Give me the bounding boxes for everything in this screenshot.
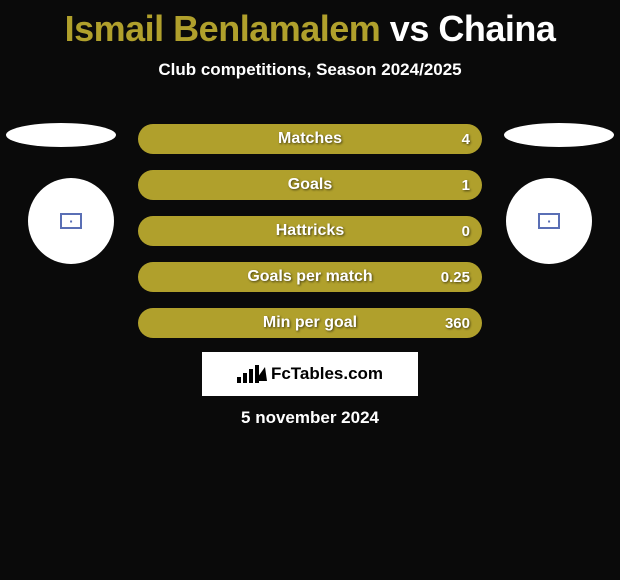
vs-text: vs bbox=[380, 8, 438, 49]
stat-value-right: 1 bbox=[462, 177, 470, 194]
stat-value-right: 4 bbox=[462, 131, 470, 148]
player1-avatar: ▪ bbox=[28, 178, 114, 264]
player1-name: Ismail Benlamalem bbox=[65, 8, 381, 49]
stat-row: Hattricks 0 bbox=[138, 216, 482, 246]
brand-badge: FcTables.com bbox=[202, 352, 418, 396]
player2-avatar: ▪ bbox=[506, 178, 592, 264]
player1-shadow bbox=[6, 123, 116, 147]
stats-container: Matches 4 Goals 1 Hattricks 0 Goals per … bbox=[138, 124, 482, 354]
comparison-title: Ismail Benlamalem vs Chaina bbox=[0, 0, 620, 50]
player2-name: Chaina bbox=[438, 8, 555, 49]
stat-row: Min per goal 360 bbox=[138, 308, 482, 338]
stat-label: Goals per match bbox=[247, 268, 372, 286]
stat-label: Min per goal bbox=[263, 314, 357, 332]
stat-label: Hattricks bbox=[276, 222, 344, 240]
stat-row: Matches 4 bbox=[138, 124, 482, 154]
player1-badge-icon: ▪ bbox=[60, 213, 82, 229]
subtitle: Club competitions, Season 2024/2025 bbox=[0, 60, 620, 80]
stat-value-right: 0.25 bbox=[441, 269, 470, 286]
stat-value-right: 360 bbox=[445, 315, 470, 332]
brand-text: FcTables.com bbox=[271, 364, 383, 384]
date-text: 5 november 2024 bbox=[0, 408, 620, 428]
brand-chart-icon bbox=[237, 365, 267, 383]
stat-label: Goals bbox=[288, 176, 332, 194]
stat-value-right: 0 bbox=[462, 223, 470, 240]
player2-badge-icon: ▪ bbox=[538, 213, 560, 229]
stat-row: Goals per match 0.25 bbox=[138, 262, 482, 292]
stat-row: Goals 1 bbox=[138, 170, 482, 200]
player2-shadow bbox=[504, 123, 614, 147]
stat-label: Matches bbox=[278, 130, 342, 148]
